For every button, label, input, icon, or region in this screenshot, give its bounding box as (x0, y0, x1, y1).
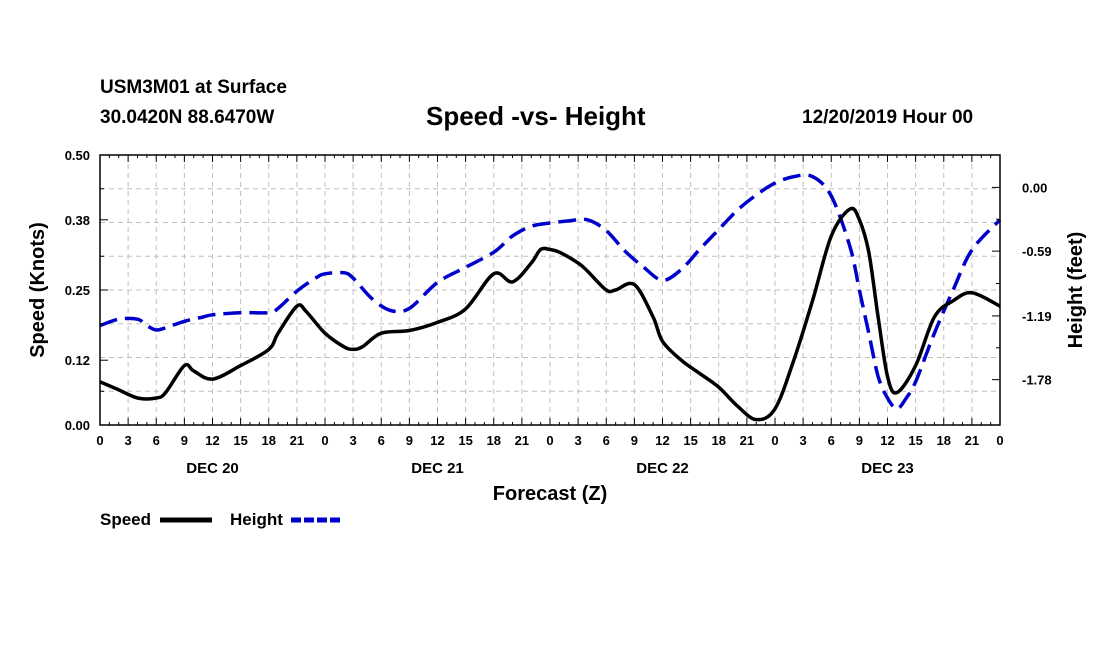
x-tick-label: 3 (125, 433, 132, 448)
x-tick-label: 3 (800, 433, 807, 448)
x-tick-label: 6 (378, 433, 385, 448)
y-axis-right-title: Height (feet) (1065, 232, 1087, 349)
x-tick-label: 18 (262, 433, 276, 448)
x-tick-label: 3 (575, 433, 582, 448)
coordinates-label: 30.0420N 88.6470W (100, 107, 275, 128)
x-tick-label: 21 (290, 433, 304, 448)
day-label: DEC 21 (411, 460, 464, 477)
x-tick-label: 12 (205, 433, 219, 448)
axes: 0 3 6 9 12 15 18 21 0 3 6 9 12 15 18 21 0 3 6 9 12 15 18 21 0 3 6 9… (65, 148, 1052, 477)
y-right-tick-label: -0.59 (1022, 244, 1052, 259)
x-tick-label: 21 (965, 433, 979, 448)
x-tick-label: 15 (233, 433, 247, 448)
x-tick-label: 6 (603, 433, 610, 448)
y-axis-left-title: Speed (Knots) (27, 222, 49, 358)
x-tick-label: 21 (515, 433, 529, 448)
x-tick-label: 18 (937, 433, 951, 448)
legend-speed-label: Speed (100, 510, 151, 529)
y-left-tick-label: 0.50 (65, 148, 90, 163)
y-left-tick-label: 0.38 (65, 213, 90, 228)
grid (100, 155, 1000, 425)
y-left-tick-label: 0.00 (65, 418, 90, 433)
x-tick-label: 0 (996, 433, 1003, 448)
x-tick-label: 18 (712, 433, 726, 448)
x-tick-label: 15 (908, 433, 922, 448)
x-tick-label: 21 (740, 433, 754, 448)
x-tick-label: 0 (96, 433, 103, 448)
day-label: DEC 20 (186, 460, 239, 477)
x-tick-label: 9 (631, 433, 638, 448)
y-left-tick-label: 0.12 (65, 353, 90, 368)
y-left-tick-label: 0.25 (65, 283, 90, 298)
legend-height-label: Height (230, 510, 283, 529)
x-tick-label: 9 (406, 433, 413, 448)
x-tick-label: 9 (181, 433, 188, 448)
x-tick-label: 15 (458, 433, 472, 448)
x-tick-label: 9 (856, 433, 863, 448)
x-tick-label: 0 (546, 433, 553, 448)
chart-title: Speed -vs- Height (426, 101, 646, 131)
day-label: DEC 22 (636, 460, 689, 477)
x-tick-label: 15 (683, 433, 697, 448)
x-tick-label: 18 (487, 433, 501, 448)
x-tick-label: 0 (321, 433, 328, 448)
x-tick-label: 12 (430, 433, 444, 448)
y-right-tick-label: -1.19 (1022, 309, 1052, 324)
x-tick-label: 12 (880, 433, 894, 448)
x-tick-label: 6 (153, 433, 160, 448)
x-tick-label: 12 (655, 433, 669, 448)
x-tick-label: 3 (350, 433, 357, 448)
x-tick-label: 0 (771, 433, 778, 448)
speed-series-line (99, 206, 1001, 422)
legend: Speed Height (100, 510, 343, 529)
series-layer (99, 173, 1002, 422)
height-series-line (99, 173, 1002, 411)
station-label: USM3M01 at Surface (100, 77, 287, 98)
x-tick-label: 6 (828, 433, 835, 448)
day-label: DEC 23 (861, 460, 914, 477)
x-axis-title: Forecast (Z) (493, 483, 607, 505)
y-right-tick-label: -1.78 (1022, 373, 1052, 388)
run-time-label: 12/20/2019 Hour 00 (802, 107, 974, 128)
y-right-tick-label: 0.00 (1022, 180, 1047, 195)
